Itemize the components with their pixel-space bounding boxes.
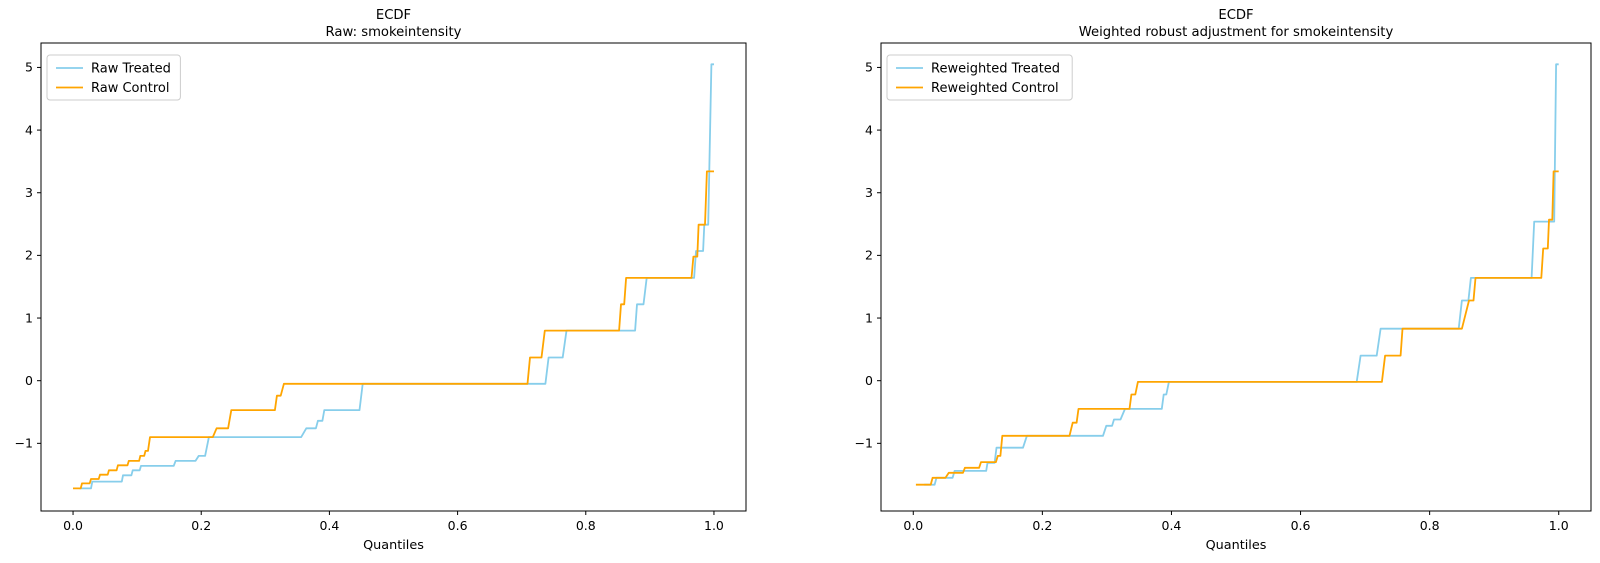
x-tick-label: 0.6	[448, 518, 468, 533]
chart-subtitle: Raw: smokeintensity	[326, 25, 462, 40]
x-axis-label: Quantiles	[1206, 538, 1267, 553]
y-tick-label: −1	[855, 436, 873, 451]
ecdf-chart-weighted: ECDF Weighted robust adjustment for smoke…	[855, 8, 1592, 553]
y-tick-label: 4	[865, 122, 873, 137]
x-tick-label: 0.6	[1291, 518, 1311, 533]
y-tick-label: 3	[865, 185, 873, 200]
series-line-treated	[79, 63, 714, 490]
chart-title: ECDF	[1218, 8, 1253, 23]
x-tick-label: 0.0	[903, 518, 923, 533]
y-tick-label: 2	[865, 248, 873, 263]
x-tick-label: 0.2	[191, 518, 211, 533]
x-tick-label: 0.8	[576, 518, 596, 533]
chart-title: ECDF	[376, 8, 411, 23]
x-tick-label: 1.0	[704, 518, 724, 533]
y-tick-label: 5	[865, 60, 873, 75]
x-tick-label: 0.2	[1032, 518, 1052, 533]
legend-label: Reweighted Treated	[931, 62, 1060, 77]
y-tick-label: 0	[865, 373, 873, 388]
series-line-treated	[924, 63, 1559, 486]
legend-label: Raw Control	[91, 81, 169, 96]
y-tick-label: 0	[25, 373, 33, 388]
ecdf-panel-raw: ECDF Raw: smokeintensity 0.0 0.2 0.4 0.6 0.8 1.…	[15, 8, 747, 553]
plot-border	[880, 42, 1592, 512]
series-line-control	[915, 170, 1559, 486]
chart-subtitle: Weighted robust adjustment for smokeinte…	[1079, 25, 1394, 40]
x-tick-label: 0.0	[63, 518, 83, 533]
y-tick-label: 3	[25, 185, 33, 200]
legend-box	[886, 54, 1073, 101]
x-axis-label: Quantiles	[363, 538, 424, 553]
legend-label: Reweighted Control	[931, 81, 1059, 96]
y-tick-label: 5	[25, 60, 33, 75]
y-tick-label: −1	[15, 436, 33, 451]
x-tick-label: 0.4	[319, 518, 339, 533]
ecdf-panel-weighted: ECDF Weighted robust adjustment for smoke…	[800, 0, 1600, 563]
plot-border	[40, 42, 747, 512]
y-tick-label: 2	[25, 248, 33, 263]
x-tick-label: 0.4	[1162, 518, 1182, 533]
series-line-control	[73, 170, 714, 490]
x-tick-label: 1.0	[1549, 518, 1569, 533]
y-tick-label: 4	[25, 122, 33, 137]
x-tick-label: 0.8	[1420, 518, 1440, 533]
y-tick-label: 1	[865, 310, 873, 325]
legend-box	[46, 54, 181, 101]
legend-label: Raw Treated	[91, 62, 171, 77]
ecdf-chart-raw: ECDF Raw: smokeintensity 0.0 0.2 0.4 0.6 0.8 1.…	[15, 8, 747, 553]
y-tick-label: 1	[25, 310, 33, 325]
